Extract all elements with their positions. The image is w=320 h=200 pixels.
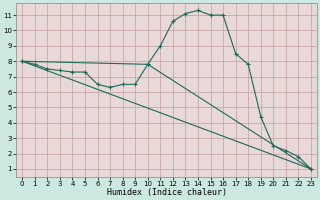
X-axis label: Humidex (Indice chaleur): Humidex (Indice chaleur) bbox=[107, 188, 227, 197]
